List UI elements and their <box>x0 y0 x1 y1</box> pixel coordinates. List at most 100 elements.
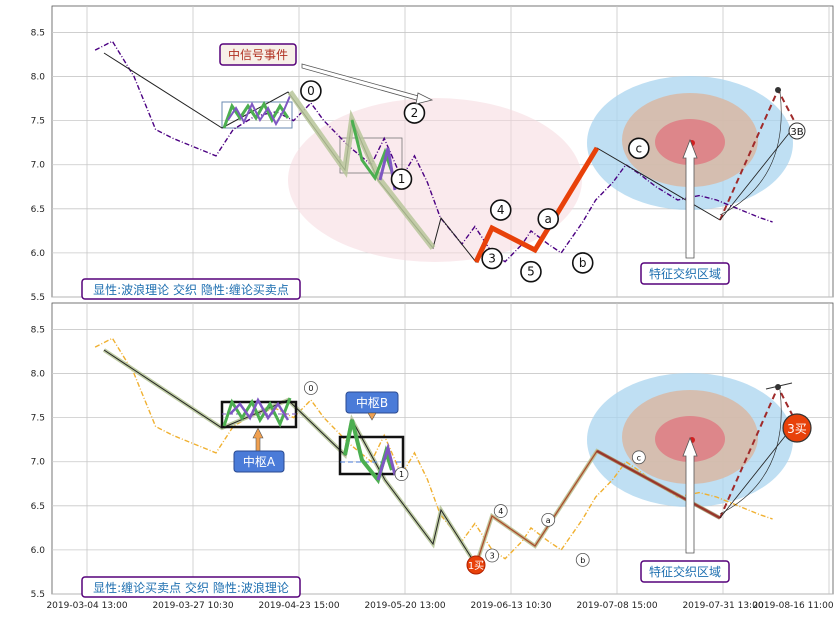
wave-label-a-circle <box>537 208 560 230</box>
x-tick-label: 2019-07-31 13:00 <box>682 601 763 611</box>
top-zigzag-purple <box>227 95 291 127</box>
point-label-b: b <box>580 556 585 565</box>
signal-event-box <box>219 43 297 66</box>
pivot-a-zigzag-purple <box>229 397 290 421</box>
wave-label-b: b <box>579 256 587 270</box>
x-tick-label: 2019-08-16 11:00 <box>752 601 833 611</box>
top-y-tick-labels: 5.5 6.0 6.5 7.0 7.5 8.0 8.5 <box>31 28 46 303</box>
wave-label-3: 3 <box>488 252 496 266</box>
top-projection-line <box>719 131 791 221</box>
point-label-4: 4 <box>498 507 503 516</box>
y-tick-label: 7.0 <box>31 458 46 468</box>
wave-label-5-circle <box>520 260 542 283</box>
x-tick-label: 2019-06-13 10:30 <box>470 601 551 611</box>
x-tick-label: 2019-03-04 13:00 <box>46 601 127 611</box>
top-3b-marker <box>788 122 806 140</box>
bottom-c-to-low <box>596 449 721 520</box>
point-label-3: 3 <box>490 552 495 561</box>
x-tick-label: 2019-03-27 10:30 <box>152 601 233 611</box>
wave-label-4: 4 <box>497 203 505 217</box>
buy3-marker <box>782 413 812 443</box>
y-tick-label: 8.5 <box>31 325 45 335</box>
point-label-0-circle <box>303 381 318 395</box>
point-label-b-circle <box>575 553 590 567</box>
y-tick-label: 6.5 <box>31 502 45 512</box>
top-projection-arc <box>719 91 782 216</box>
x-tick-label: 2019-05-20 13:00 <box>364 601 445 611</box>
y-tick-label: 6.5 <box>31 205 45 215</box>
buy1-marker <box>466 555 486 575</box>
y-tick-label: 6.0 <box>31 249 46 259</box>
wave-label-0-circle <box>300 80 322 102</box>
signal-arrow-head <box>415 92 434 105</box>
top-consolidation-box <box>221 101 293 129</box>
top-wave-labels: 0 1 2 3 4 5 a b c <box>300 80 650 283</box>
x-tick-label: 2019-07-08 15:00 <box>576 601 657 611</box>
bottom-projection-peak <box>775 384 781 390</box>
bottom-point-labels: 0 1 3 4 a b c <box>303 381 646 567</box>
top-panel: 5.5 6.0 6.5 7.0 7.5 8.0 8.5 0 1 2 3 4 5 a b c 3B 中信号事件… <box>31 5 834 303</box>
y-tick-label: 5.5 <box>31 590 45 600</box>
point-label-0: 0 <box>308 384 313 393</box>
top-legend-box <box>81 278 301 300</box>
signal-event-label: 中信号事件 <box>228 47 288 62</box>
pivot-a-callout <box>233 450 285 473</box>
bottom-projection-line <box>719 429 791 519</box>
wave-label-1: 1 <box>398 172 406 186</box>
buy3-label: 3买 <box>787 422 807 436</box>
wave-label-5: 5 <box>527 265 535 279</box>
y-tick-label: 7.0 <box>31 161 46 171</box>
x-tick-label: 2019-04-23 15:00 <box>258 601 339 611</box>
wave-label-0: 0 <box>307 84 315 98</box>
y-tick-label: 8.5 <box>31 28 45 38</box>
top-wave-green <box>350 119 394 182</box>
bottom-legend-label: 显性:缠论买卖点 交织 隐性:波浪理论 <box>93 580 289 595</box>
point-label-a-circle <box>541 512 556 527</box>
pivot-a-arrow <box>252 427 264 453</box>
point-label-c: c <box>637 453 641 462</box>
top-projection-peak <box>775 87 781 93</box>
top-3b-label: 3B <box>790 127 803 138</box>
top-region-label: 特征交织区域 <box>649 266 721 281</box>
point-label-1-circle <box>394 467 409 482</box>
point-label-1: 1 <box>399 470 404 479</box>
y-tick-label: 8.0 <box>31 370 46 380</box>
bottom-region-box <box>640 560 730 583</box>
pivot-a-label: 中枢A <box>243 454 276 469</box>
bottom-projection-arc <box>719 389 782 515</box>
wave-label-2-circle <box>403 102 426 124</box>
pivot-b-arrow <box>367 412 377 421</box>
bottom-region-arrow <box>682 436 698 554</box>
buy1-label: 1买 <box>468 560 484 572</box>
point-label-3-circle <box>485 548 500 563</box>
pivot-a-zigzag-green <box>222 397 292 428</box>
wave-label-4-circle <box>489 199 512 221</box>
wave-label-3-circle <box>481 247 503 270</box>
y-tick-label: 6.0 <box>31 546 46 556</box>
bottom-legend-box <box>81 576 301 598</box>
wave-label-1-circle <box>390 168 413 190</box>
pink-interweave-ellipse <box>288 98 582 262</box>
wave-label-2: 2 <box>411 106 419 120</box>
point-label-c-circle <box>631 450 646 465</box>
wave-label-a: a <box>545 212 552 226</box>
wave-label-c-circle <box>628 137 650 160</box>
bottom-region-label: 特征交织区域 <box>649 564 721 579</box>
bottom-panel: 5.56.06.57.07.58.08.5 2019-03-04 13:00 20… <box>31 302 834 611</box>
top-legend-label: 显性:波浪理论 交织 隐性:缠论买卖点 <box>93 282 289 297</box>
pivot-b-zigzag-purple <box>376 442 397 481</box>
point-label-4-circle <box>493 504 508 518</box>
top-region-arrow <box>682 138 698 259</box>
pivot-b-label: 中枢B <box>356 395 388 410</box>
top-abc-correction <box>473 146 600 264</box>
top-region-box <box>640 262 730 285</box>
y-tick-label: 5.5 <box>31 293 45 303</box>
y-tick-label: 7.5 <box>31 117 45 127</box>
y-tick-label: 8.0 <box>31 73 46 83</box>
wave-label-c: c <box>636 141 643 155</box>
y-tick-label: 7.5 <box>31 414 45 424</box>
bottom-x-tick-labels: 2019-03-04 13:00 2019-03-27 10:30 2019-04-… <box>46 601 833 611</box>
wave-label-b-circle <box>571 252 594 274</box>
point-label-a: a <box>546 516 551 525</box>
